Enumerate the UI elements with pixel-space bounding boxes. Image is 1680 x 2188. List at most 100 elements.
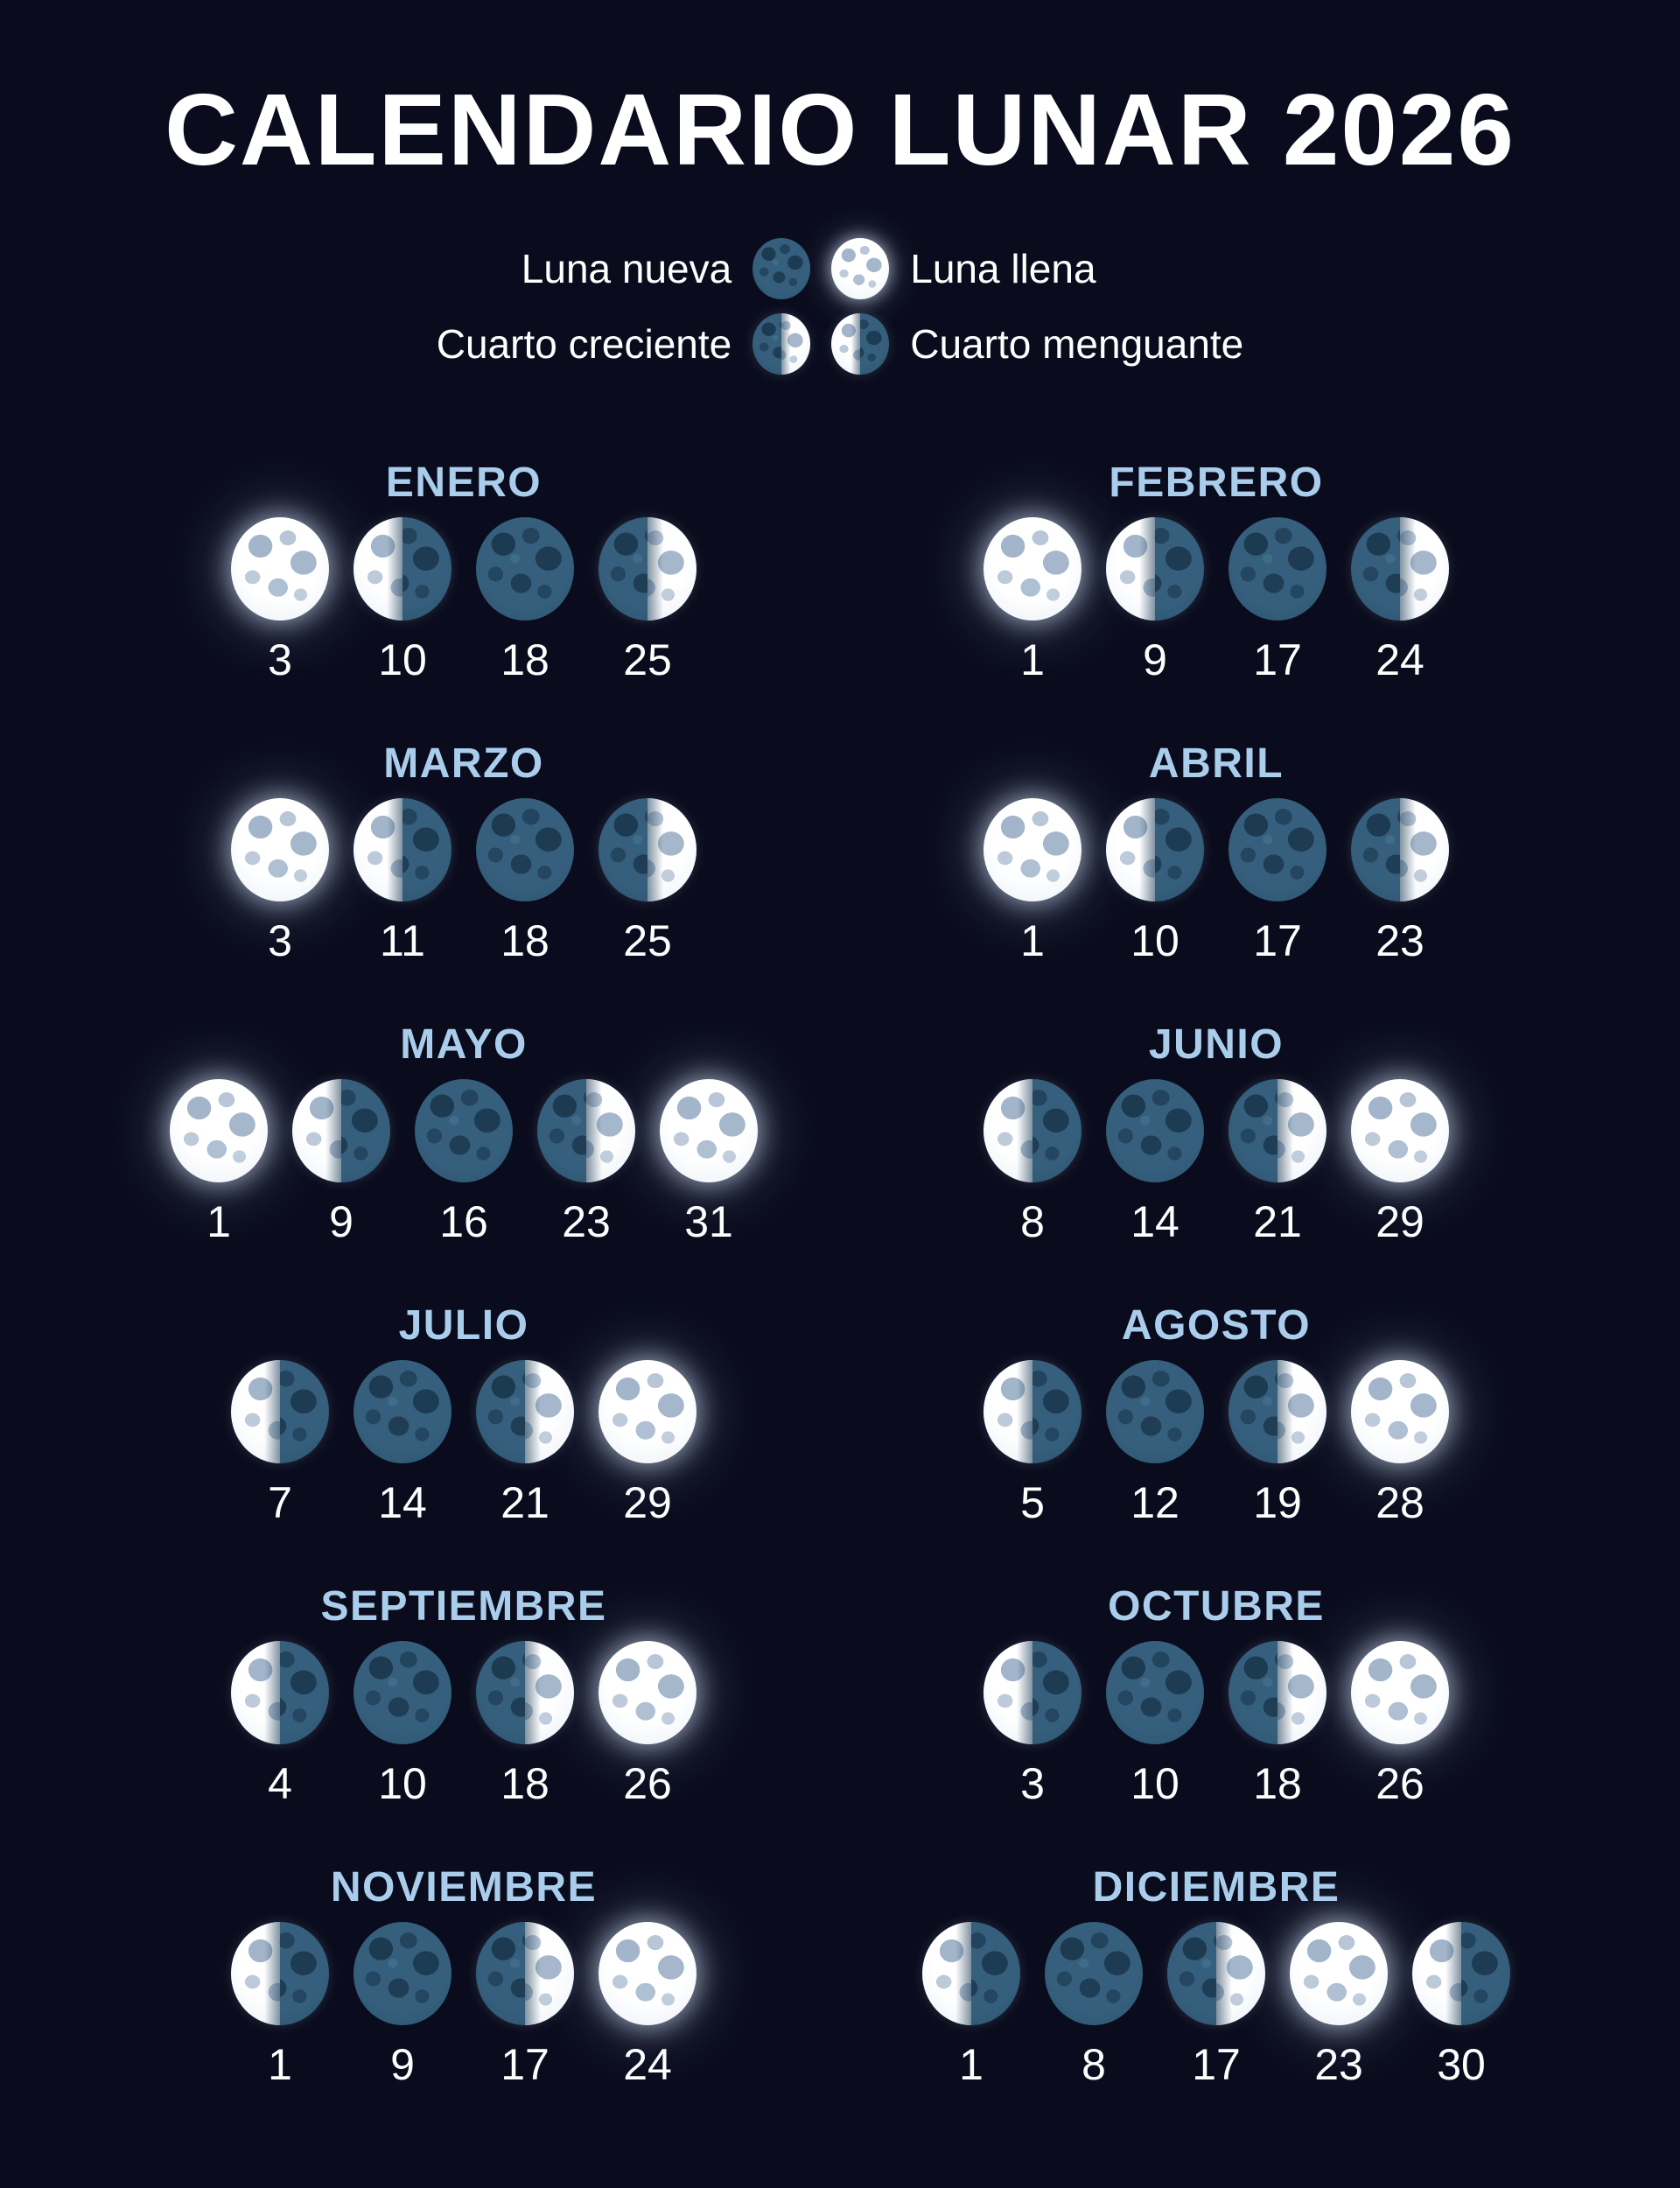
phase-date: 17 — [1192, 2039, 1241, 2089]
month-noviembre: NOVIEMBRE 1 9 17 24 — [88, 1863, 840, 2090]
moon-phase-item: 25 — [598, 797, 696, 966]
new-moon-icon — [476, 797, 574, 901]
last-quarter-moon-icon — [1106, 516, 1204, 621]
phase-date: 26 — [1376, 1758, 1424, 1808]
phase-date: 10 — [378, 1758, 427, 1808]
new-moon-icon — [415, 1078, 513, 1182]
moon-phase-item: 3 — [984, 1640, 1082, 1809]
phase-date: 1 — [206, 1196, 231, 1246]
moon-phase-item: 3 — [231, 797, 329, 966]
phase-date: 12 — [1130, 1477, 1180, 1527]
phase-date: 3 — [1020, 1758, 1045, 1808]
moon-phase-item: 17 — [476, 1921, 574, 2090]
moon-phase-item: 8 — [1045, 1921, 1143, 2090]
phase-date: 4 — [268, 1758, 292, 1808]
moon-phase-item: 8 — [984, 1078, 1082, 1247]
first-quarter-moon-icon — [537, 1078, 635, 1182]
first-quarter-moon-icon — [1228, 1640, 1326, 1744]
phase-date: 3 — [268, 635, 292, 684]
moon-phase-item: 10 — [354, 516, 452, 685]
moon-phase-item: 30 — [1412, 1921, 1510, 2090]
phase-date: 14 — [1130, 1196, 1180, 1246]
phase-date: 1 — [1020, 635, 1045, 684]
moon-phase-item: 18 — [476, 1640, 574, 1809]
legend-label-cuarto-creciente: Cuarto creciente — [436, 320, 732, 367]
month-title: NOVIEMBRE — [330, 1863, 598, 1911]
moon-phase-item: 26 — [1351, 1640, 1449, 1809]
moon-phase-item: 1 — [984, 516, 1082, 685]
month-septiembre: SEPTIEMBRE 4 10 18 26 — [88, 1582, 840, 1809]
phase-date: 10 — [1130, 915, 1180, 965]
phase-date: 30 — [1437, 2039, 1486, 2089]
full-moon-icon — [231, 797, 329, 901]
moon-phase-item: 31 — [660, 1078, 758, 1247]
moon-phase-item: 17 — [1167, 1921, 1265, 2090]
new-moon-icon — [354, 1921, 452, 2025]
first-quarter-moon-icon — [598, 516, 696, 621]
moon-phase-item: 10 — [354, 1640, 452, 1809]
phase-date: 1 — [268, 2039, 292, 2089]
full-moon-icon — [598, 1640, 696, 1744]
full-moon-icon — [660, 1078, 758, 1182]
phase-date: 1 — [959, 2039, 984, 2089]
moon-phase-item: 29 — [1351, 1078, 1449, 1247]
month-title: ABRIL — [1148, 740, 1284, 787]
phase-row: 8 14 21 29 — [840, 1078, 1592, 1247]
month-marzo: MARZO 3 11 18 25 — [88, 740, 840, 966]
first-quarter-moon-icon — [476, 1640, 574, 1744]
last-quarter-moon-icon — [984, 1640, 1082, 1744]
last-quarter-moon-icon — [984, 1078, 1082, 1182]
moon-phase-item: 23 — [1351, 797, 1449, 966]
moon-phase-item: 9 — [292, 1078, 390, 1247]
first-quarter-moon-icon — [476, 1921, 574, 2025]
phase-date: 24 — [623, 2039, 672, 2089]
moon-phase-item: 18 — [476, 516, 574, 685]
legend-label-luna-nueva: Luna nueva — [521, 245, 732, 291]
phase-row: 7 14 21 29 — [88, 1359, 840, 1528]
month-title: JUNIO — [1148, 1020, 1284, 1068]
full-moon-icon — [831, 237, 890, 299]
full-moon-icon — [231, 516, 329, 621]
phase-date: 9 — [329, 1196, 354, 1246]
month-julio: JULIO 7 14 21 29 — [88, 1301, 840, 1528]
month-title: OCTUBRE — [1108, 1582, 1325, 1630]
month-title: DICIEMBRE — [1092, 1863, 1340, 1911]
phase-row: 1 9 17 24 — [840, 516, 1592, 685]
phase-date: 8 — [1082, 2039, 1106, 2089]
month-title: AGOSTO — [1121, 1301, 1312, 1349]
moon-phase-item: 19 — [1228, 1359, 1326, 1528]
new-moon-icon — [1106, 1359, 1204, 1463]
last-quarter-moon-icon — [984, 1359, 1082, 1463]
moon-phase-item: 25 — [598, 516, 696, 685]
last-quarter-moon-icon — [354, 797, 452, 901]
moon-phase-item: 17 — [1228, 516, 1326, 685]
phase-date: 10 — [378, 635, 427, 684]
moon-phase-item: 23 — [1290, 1921, 1388, 2090]
moon-phase-item: 18 — [476, 797, 574, 966]
phase-row: 3 11 18 25 — [88, 797, 840, 966]
moon-phase-item: 9 — [354, 1921, 452, 2090]
new-moon-icon — [1228, 797, 1326, 901]
phase-date: 25 — [623, 635, 672, 684]
last-quarter-moon-icon — [231, 1359, 329, 1463]
moon-phase-item: 9 — [1106, 516, 1204, 685]
phase-date: 29 — [623, 1477, 672, 1527]
month-junio: JUNIO 8 14 21 29 — [840, 1020, 1592, 1247]
new-moon-icon — [1106, 1640, 1204, 1744]
phase-date: 16 — [439, 1196, 488, 1246]
months-grid: ENERO 3 10 18 25 FEBRERO 1 9 17 24 MARZO 3 11 18 25 ABR… — [0, 459, 1680, 2090]
phase-row: 1 8 17 23 30 — [840, 1921, 1592, 2090]
phase-date: 19 — [1253, 1477, 1302, 1527]
first-quarter-moon-icon — [1351, 516, 1449, 621]
first-quarter-moon-icon — [1351, 797, 1449, 901]
full-moon-icon — [1351, 1359, 1449, 1463]
phase-date: 9 — [390, 2039, 415, 2089]
phase-date: 23 — [562, 1196, 611, 1246]
phase-date: 24 — [1376, 635, 1424, 684]
phase-row: 5 12 19 28 — [840, 1359, 1592, 1528]
first-quarter-moon-icon — [1167, 1921, 1265, 2025]
full-moon-icon — [1351, 1640, 1449, 1744]
month-title: MARZO — [383, 740, 544, 787]
phase-date: 3 — [268, 915, 292, 965]
